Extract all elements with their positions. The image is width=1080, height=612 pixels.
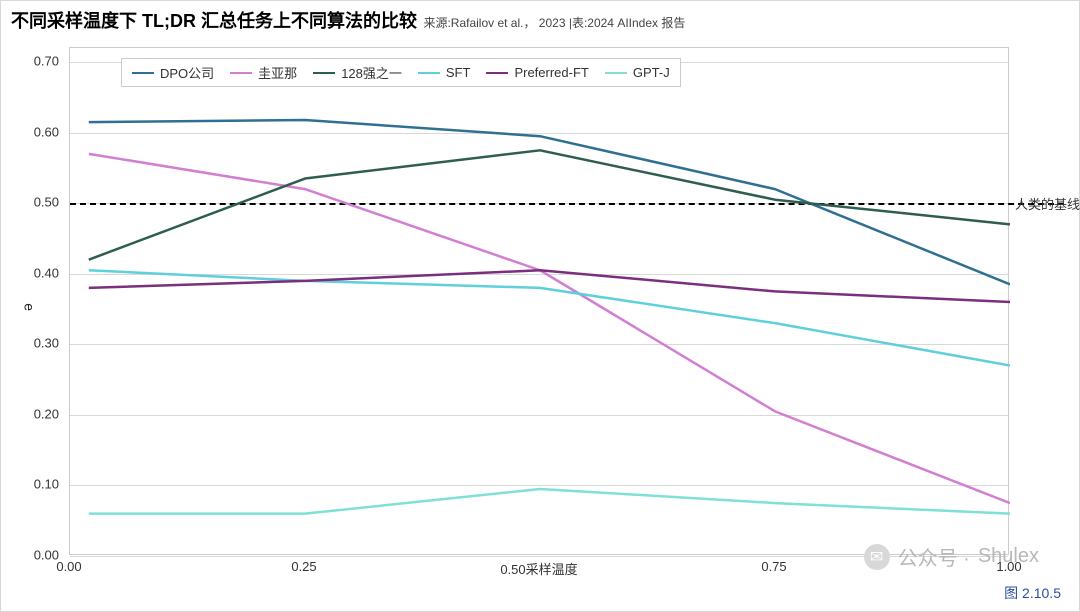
y-tick-label: 0.30 — [19, 336, 59, 351]
legend-item: 圭亚那 — [230, 63, 297, 82]
x-tick-label: 0.75 — [761, 559, 786, 574]
series-圭亚那 — [89, 154, 1010, 503]
legend-item: DPO公司 — [132, 63, 214, 82]
legend-label: Preferred-FT — [514, 65, 588, 80]
x-tick-label: 1.00 — [996, 559, 1021, 574]
series-128强之一 — [89, 150, 1010, 259]
y-tick-label: 0.40 — [19, 265, 59, 280]
legend-label: 128强之一 — [341, 63, 402, 82]
plot-area — [69, 47, 1009, 555]
title-row: 不同采样温度下 TL;DR 汇总任务上不同算法的比较 来源:Rafailov e… — [1, 1, 1079, 33]
y-tick-label: 0.60 — [19, 124, 59, 139]
y-tick-label: 0.20 — [19, 406, 59, 421]
legend: DPO公司 圭亚那 128强之一 SFT Preferred-FT GPT-J — [121, 58, 681, 87]
chart-title: 不同采样温度下 TL;DR 汇总任务上不同算法的比较 — [11, 11, 417, 31]
legend-swatch — [605, 72, 627, 74]
y-tick-label: 0.10 — [19, 477, 59, 492]
y-axis-label: ə — [19, 303, 35, 311]
y-tick-label: 0.50 — [19, 195, 59, 210]
x-tick-label: 0.25 — [291, 559, 316, 574]
watermark-prefix: 公众号 · — [898, 542, 970, 571]
legend-swatch — [486, 72, 508, 74]
series-GPT-J — [89, 489, 1010, 514]
legend-swatch — [132, 72, 154, 74]
chart-source: 来源:Rafailov et al.， 2023 |表:2024 AIIndex… — [423, 16, 685, 30]
x-tick-label: 0.50采样温度 — [500, 559, 577, 578]
legend-item: Preferred-FT — [486, 65, 588, 80]
legend-item: GPT-J — [605, 65, 670, 80]
series-DPO公司 — [89, 120, 1010, 284]
y-tick-label: 0.70 — [19, 54, 59, 69]
legend-label: GPT-J — [633, 65, 670, 80]
legend-swatch — [313, 72, 335, 74]
wechat-icon: ✉ — [864, 544, 890, 570]
legend-swatch — [230, 72, 252, 74]
legend-label: DPO公司 — [160, 63, 214, 82]
x-tick-label: 0.00 — [56, 559, 81, 574]
legend-swatch — [418, 72, 440, 74]
figure-number: 图 2.10.5 — [1004, 583, 1061, 603]
legend-label: SFT — [446, 65, 471, 80]
baseline-label: 人类的基线 — [1015, 194, 1080, 213]
series-layer — [70, 48, 1010, 556]
y-tick-label: 0.00 — [19, 548, 59, 563]
legend-label: 圭亚那 — [258, 63, 297, 82]
chart-container: 不同采样温度下 TL;DR 汇总任务上不同算法的比较 来源:Rafailov e… — [0, 0, 1080, 612]
legend-item: SFT — [418, 65, 471, 80]
legend-item: 128强之一 — [313, 63, 402, 82]
